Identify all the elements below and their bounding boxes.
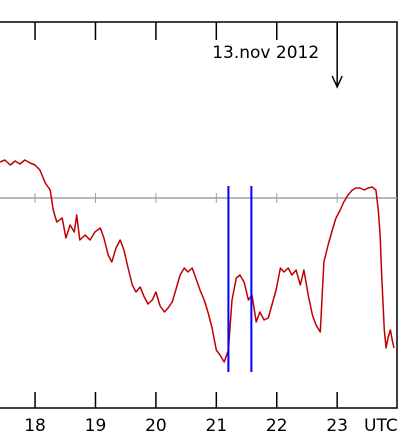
data-line — [0, 159, 395, 363]
x-tick-label: 23 — [326, 416, 348, 436]
x-tick-label: 21 — [206, 416, 228, 436]
x-tick-label: 19 — [85, 416, 107, 436]
x-tick-label: 20 — [145, 416, 167, 436]
x-tick-label: 18 — [24, 416, 46, 436]
plot-frame — [0, 21, 398, 409]
annotation-text: 13.nov 2012 — [212, 43, 319, 63]
x-axis-label: UTC — [364, 416, 398, 436]
x-tick-label: 22 — [266, 416, 288, 436]
annotation-arrowhead — [331, 75, 343, 89]
